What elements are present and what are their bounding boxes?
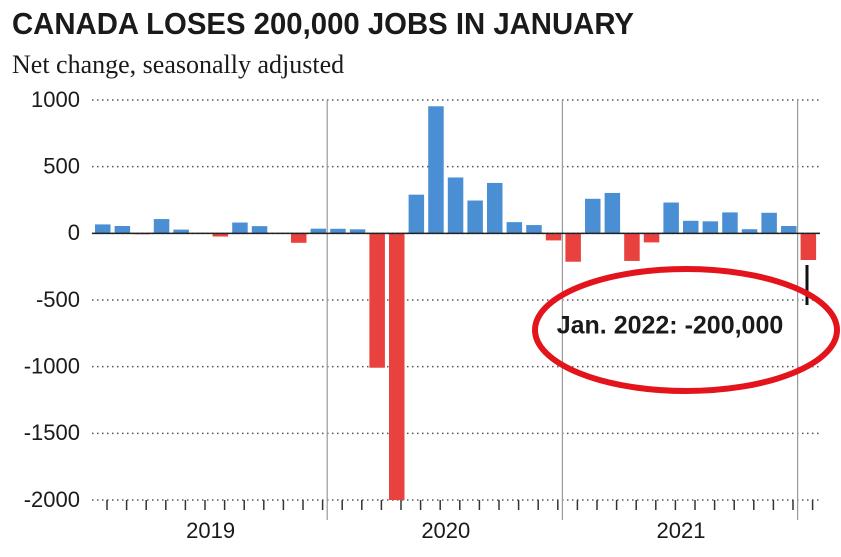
bar bbox=[153, 219, 170, 234]
bar bbox=[428, 106, 444, 234]
bar bbox=[604, 192, 621, 234]
bar bbox=[585, 198, 601, 234]
bar bbox=[643, 233, 660, 243]
bar bbox=[663, 202, 679, 234]
bar bbox=[212, 233, 229, 237]
bar bbox=[349, 229, 366, 234]
bar bbox=[741, 229, 758, 234]
bar bbox=[526, 225, 542, 234]
bar bbox=[781, 226, 797, 234]
annotation: Jan. 2022: -200,000 bbox=[557, 312, 784, 340]
bar bbox=[447, 177, 464, 234]
bar bbox=[800, 233, 817, 260]
y-tick-label: -1000 bbox=[24, 353, 80, 378]
x-year-label: 2020 bbox=[421, 518, 470, 543]
y-tick-label: -2000 bbox=[24, 487, 80, 512]
x-year-label: 2019 bbox=[186, 518, 235, 543]
bar bbox=[467, 200, 483, 234]
bar bbox=[761, 212, 777, 234]
chart-title: CANADA LOSES 200,000 JOBS IN JANUARY bbox=[12, 6, 634, 41]
y-tick-label: -500 bbox=[36, 287, 80, 312]
chart-subtitle: Net change, seasonally adjusted bbox=[12, 50, 344, 79]
bar bbox=[487, 182, 503, 234]
bar bbox=[624, 233, 640, 261]
bar bbox=[702, 221, 719, 234]
bar bbox=[330, 228, 346, 234]
bars bbox=[92, 106, 820, 501]
y-tick-label: 1000 bbox=[31, 87, 80, 112]
grid: -2000 -1500 -1000 -500 0 500 1000 2019 2020 2021 bbox=[24, 87, 820, 543]
bar bbox=[722, 212, 738, 234]
bar bbox=[506, 222, 523, 234]
bar bbox=[251, 226, 268, 234]
bar bbox=[310, 228, 327, 234]
bar bbox=[114, 226, 131, 234]
bar bbox=[565, 233, 581, 262]
y-tick-label: 500 bbox=[43, 153, 80, 178]
bar bbox=[369, 233, 385, 368]
bar bbox=[95, 224, 111, 234]
bar bbox=[408, 194, 425, 234]
y-tick-label: 0 bbox=[68, 220, 80, 245]
bar bbox=[232, 222, 248, 234]
y-tick-label: -1500 bbox=[24, 420, 80, 445]
x-year-label: 2021 bbox=[657, 518, 706, 543]
bar bbox=[173, 229, 189, 234]
bar bbox=[683, 220, 699, 234]
highlight-ellipse bbox=[532, 266, 840, 394]
bar bbox=[545, 233, 562, 241]
bar bbox=[291, 233, 307, 243]
bar bbox=[389, 233, 405, 501]
